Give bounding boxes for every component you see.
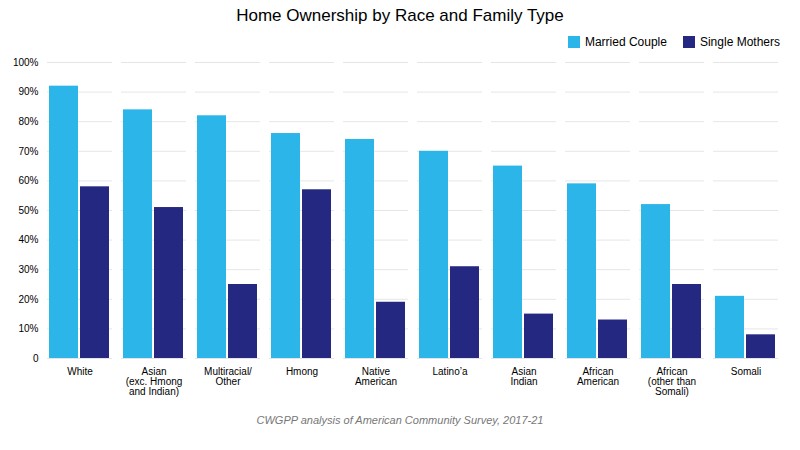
svg-text:40%: 40%: [18, 234, 38, 245]
html-text:CWGPP analysis of American Com: CWGPP analysis of American Community Sur…: [256, 414, 544, 426]
svg-text:90%: 90%: [18, 86, 38, 97]
svg-text:60%: 60%: [18, 175, 38, 186]
svg-text:100%: 100%: [13, 57, 39, 68]
html-text:Married Couple: Married Couple: [584, 35, 667, 49]
svg-text:NativeAmerican: NativeAmerican: [355, 366, 397, 387]
svg-text:Hmong: Hmong: [286, 366, 318, 377]
svg-text:0: 0: [33, 353, 39, 364]
html-text:Home Ownership by Race and Fam: Home Ownership by Race and Family Type: [236, 6, 564, 25]
svg-text:30%: 30%: [18, 264, 38, 275]
svg-text:10%: 10%: [18, 323, 38, 334]
html-text:Single Mothers: Single Mothers: [700, 35, 780, 49]
svg-text:AsianIndian: AsianIndian: [510, 366, 537, 387]
svg-text:50%: 50%: [18, 205, 38, 216]
svg-text:Somali: Somali: [731, 366, 762, 377]
svg-text:Asian(exc. Hmongand Indian): Asian(exc. Hmongand Indian): [126, 366, 183, 397]
svg-text:African(other thanSomali): African(other thanSomali): [648, 366, 696, 397]
svg-text:80%: 80%: [18, 116, 38, 127]
svg-text:Multiracial/Other: Multiracial/Other: [204, 366, 252, 387]
svg-text:White: White: [67, 366, 93, 377]
svg-text:70%: 70%: [18, 146, 38, 157]
svg-text:AfricanAmerican: AfricanAmerican: [577, 366, 619, 387]
svg-text:20%: 20%: [18, 294, 38, 305]
svg-text:Latino’a: Latino’a: [432, 366, 467, 377]
